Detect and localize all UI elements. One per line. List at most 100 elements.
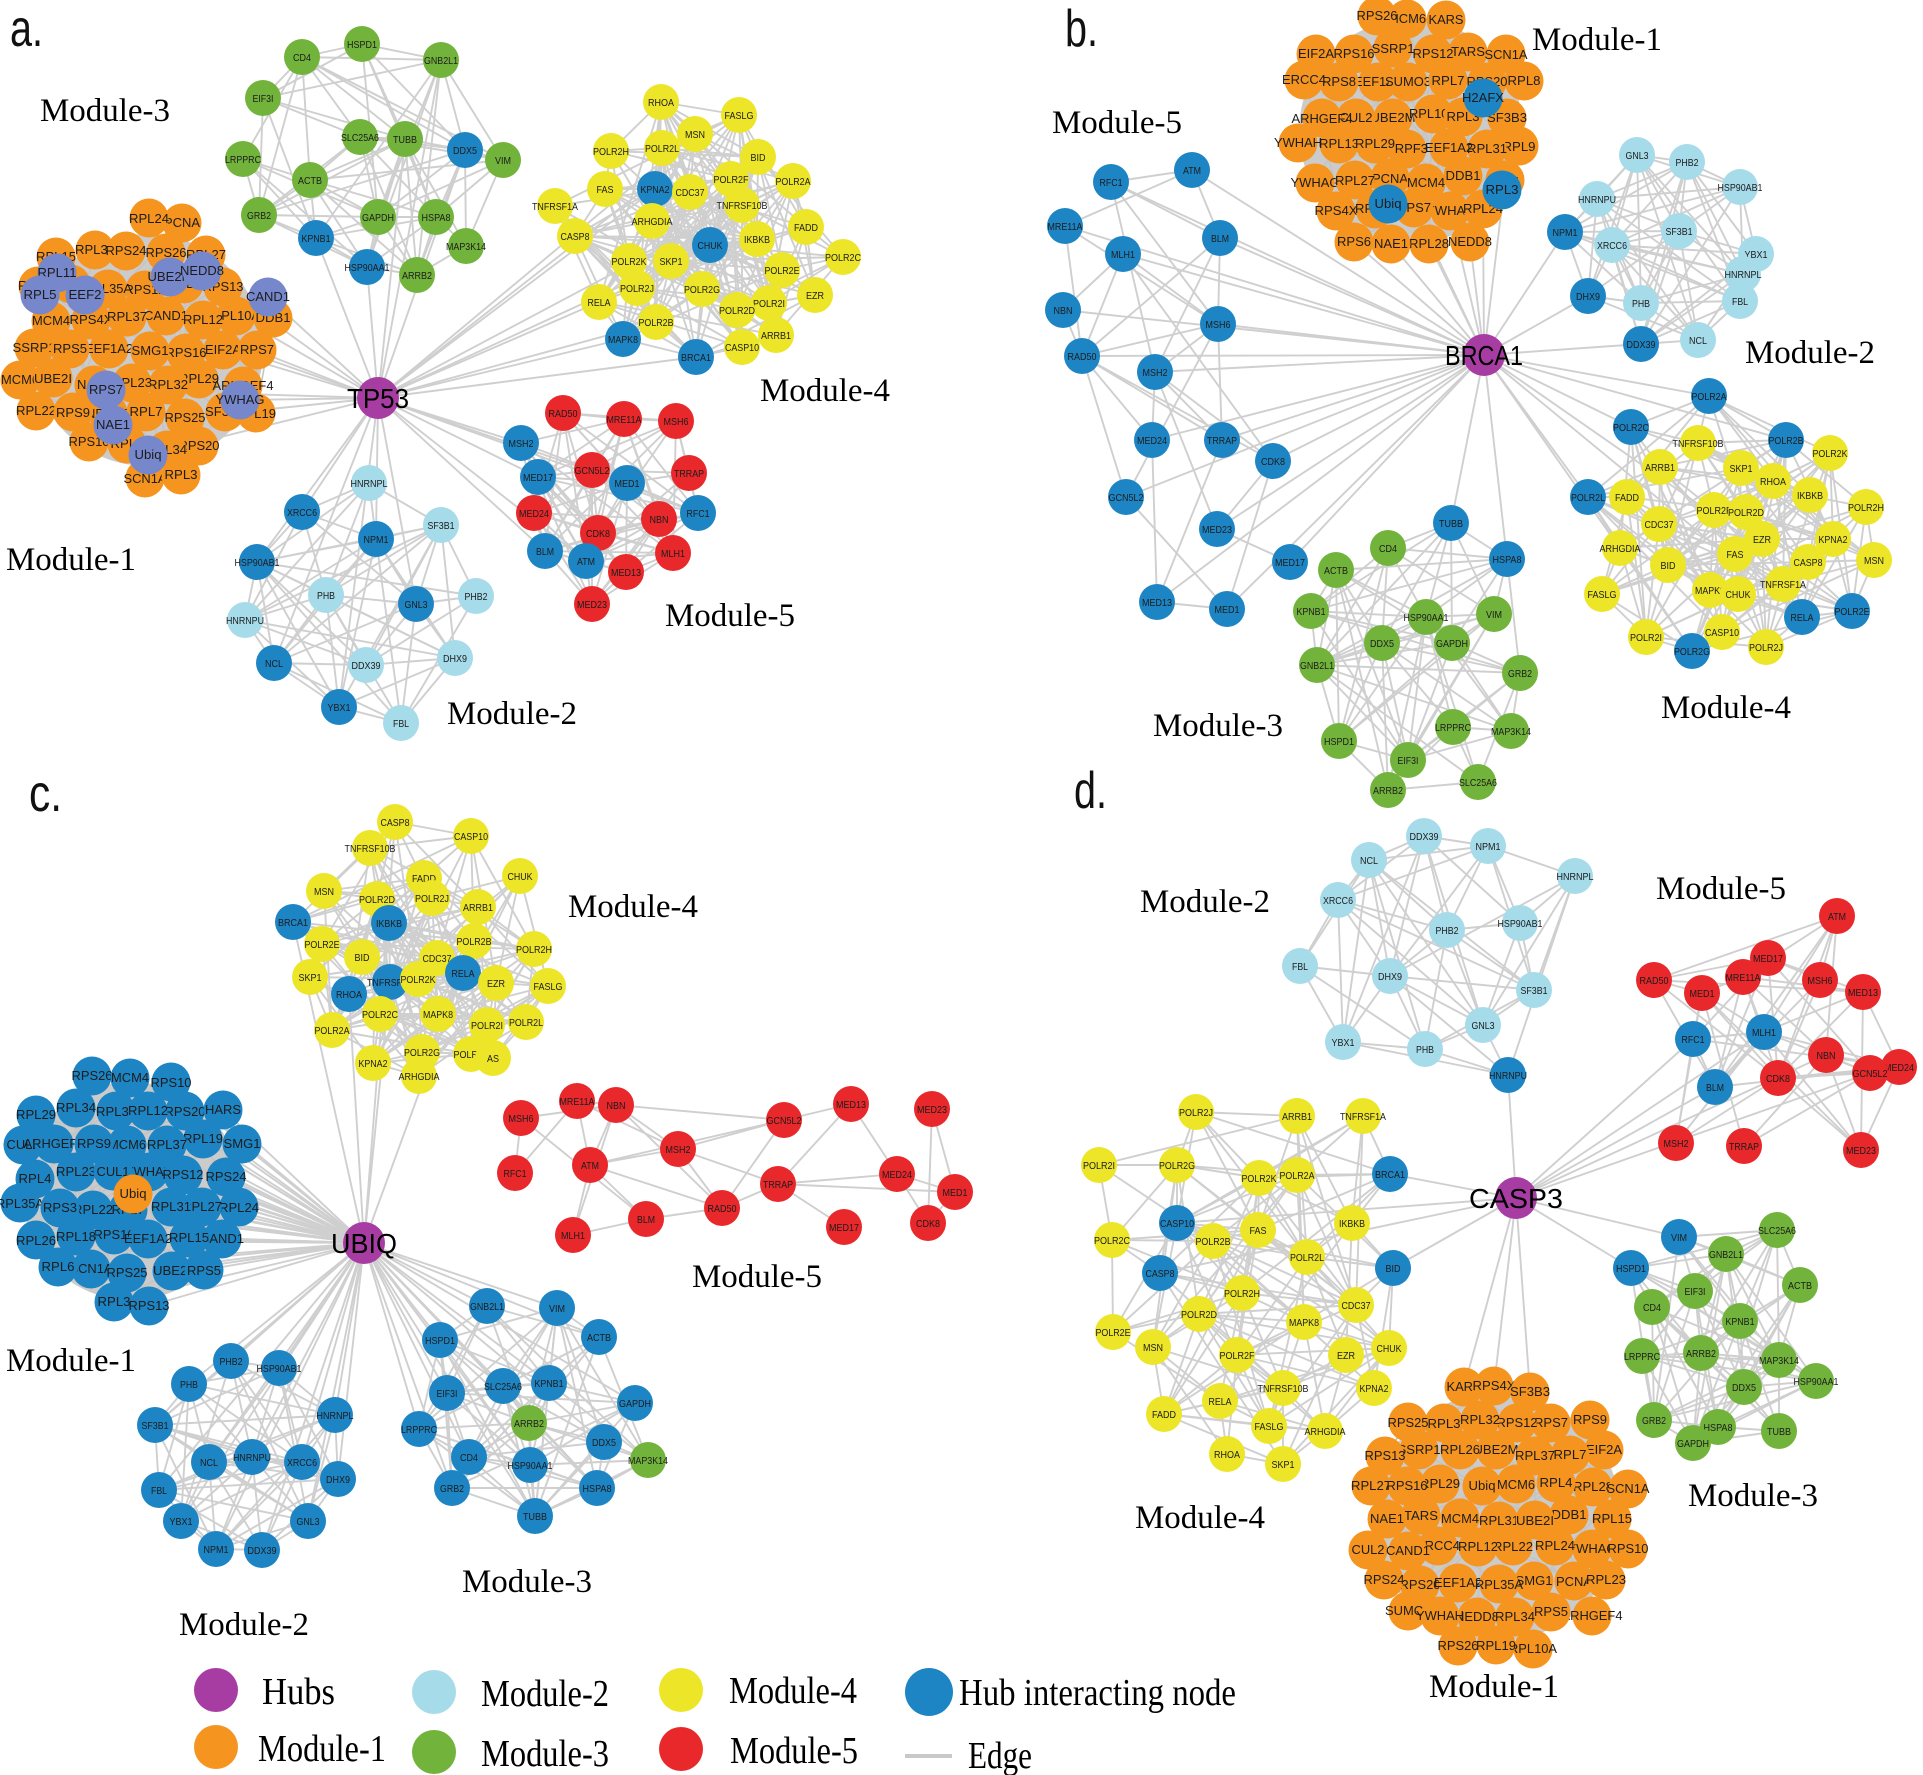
svg-text:HSP90AA1: HSP90AA1 (1794, 1376, 1839, 1388)
svg-text:d.: d. (1074, 762, 1107, 820)
svg-text:KPNA2: KPNA2 (1360, 1383, 1389, 1395)
svg-text:Hub interacting node: Hub interacting node (959, 1672, 1236, 1714)
svg-text:NPM1: NPM1 (1553, 227, 1578, 239)
svg-text:NBN: NBN (607, 1100, 626, 1112)
svg-text:RPS9: RPS9 (56, 405, 90, 420)
svg-text:POLR2B: POLR2B (457, 936, 492, 948)
svg-text:FASLG: FASLG (725, 110, 754, 122)
svg-text:SSRP1: SSRP1 (13, 340, 56, 355)
svg-text:RPS5: RPS5 (53, 341, 87, 356)
svg-text:RPL7: RPL7 (1554, 1447, 1587, 1462)
svg-text:ARRB2: ARRB2 (1686, 1348, 1716, 1360)
svg-text:RAD50: RAD50 (708, 1203, 737, 1215)
svg-text:GNB2L1: GNB2L1 (1709, 1249, 1743, 1261)
svg-text:Edge: Edge (968, 1735, 1032, 1775)
svg-text:RFC1: RFC1 (1682, 1034, 1705, 1046)
svg-text:GCN5L2: GCN5L2 (767, 1115, 802, 1127)
svg-text:GAPDH: GAPDH (1677, 1438, 1709, 1450)
svg-text:MSN: MSN (1143, 1342, 1163, 1354)
svg-text:SF3B1: SF3B1 (1666, 226, 1693, 238)
svg-text:MSH2: MSH2 (1143, 367, 1168, 379)
svg-text:RPL5: RPL5 (24, 287, 57, 302)
svg-text:RPS7: RPS7 (1534, 1415, 1568, 1430)
svg-text:RPS25: RPS25 (165, 410, 206, 425)
svg-text:CDK8: CDK8 (586, 528, 610, 540)
svg-text:KPNA2: KPNA2 (359, 1058, 388, 1070)
svg-text:RPL29: RPL29 (16, 1107, 56, 1122)
svg-text:TNFRSF1A: TNFRSF1A (1340, 1111, 1386, 1123)
svg-text:RPL24: RPL24 (219, 1200, 259, 1215)
svg-text:BLM: BLM (1706, 1082, 1724, 1094)
svg-text:ATM: ATM (1183, 165, 1201, 177)
svg-text:RPS20: RPS20 (165, 1104, 206, 1119)
svg-text:MED1: MED1 (1690, 988, 1715, 1000)
svg-text:GCN5L2: GCN5L2 (1853, 1068, 1888, 1080)
svg-text:MED13: MED13 (611, 567, 641, 579)
svg-text:a.: a. (10, 0, 43, 58)
svg-text:RHOA: RHOA (1760, 476, 1786, 488)
svg-text:ACTB: ACTB (1324, 565, 1348, 577)
svg-text:NCL: NCL (1360, 855, 1378, 867)
svg-text:Module-1: Module-1 (1532, 22, 1662, 58)
svg-text:HNRNPU: HNRNPU (1489, 1070, 1527, 1082)
svg-text:Module-2: Module-2 (179, 1607, 309, 1643)
svg-text:RPS24: RPS24 (206, 1169, 247, 1184)
svg-text:PHB: PHB (1632, 298, 1650, 310)
svg-text:NBN: NBN (1054, 305, 1073, 317)
svg-text:GRB2: GRB2 (1642, 1415, 1666, 1427)
svg-text:PHB2: PHB2 (220, 1356, 243, 1368)
svg-text:ATM: ATM (577, 556, 595, 568)
svg-text:MCM4: MCM4 (1441, 1511, 1479, 1526)
svg-text:CASP8: CASP8 (381, 817, 410, 829)
svg-text:Module-5: Module-5 (1656, 871, 1786, 907)
svg-text:EZR: EZR (1753, 534, 1771, 546)
svg-text:DDX39: DDX39 (248, 1545, 277, 1557)
svg-text:RELA: RELA (1209, 1396, 1232, 1408)
svg-text:HSPD1: HSPD1 (1616, 1263, 1646, 1275)
svg-text:RPL35A: RPL35A (0, 1196, 44, 1211)
svg-text:BID: BID (355, 952, 370, 964)
svg-text:SMG1: SMG1 (224, 1136, 261, 1151)
svg-text:ACTB: ACTB (1788, 1280, 1812, 1292)
svg-text:Module-4: Module-4 (1135, 1500, 1265, 1536)
svg-text:FAS: FAS (1250, 1225, 1267, 1237)
svg-text:RPS6: RPS6 (1337, 234, 1371, 249)
svg-text:HSP90AB1: HSP90AB1 (257, 1363, 302, 1375)
svg-text:Module-4: Module-4 (568, 889, 698, 925)
svg-text:FASLG: FASLG (1255, 1421, 1284, 1433)
svg-text:DHX9: DHX9 (443, 653, 467, 665)
svg-text:SF3B3: SF3B3 (1487, 110, 1527, 125)
svg-text:CASP8: CASP8 (1794, 557, 1823, 569)
svg-text:PHB2: PHB2 (465, 591, 488, 603)
svg-text:RPL29: RPL29 (1420, 1476, 1460, 1491)
svg-text:NAE1: NAE1 (96, 417, 130, 432)
svg-text:DDB1: DDB1 (1446, 168, 1481, 183)
svg-text:RPS16: RPS16 (1387, 1478, 1428, 1493)
svg-text:BRCA1: BRCA1 (1375, 1169, 1405, 1181)
svg-text:YWHAG: YWHAG (1291, 175, 1340, 190)
svg-text:NCL: NCL (1689, 335, 1707, 347)
svg-text:CASP3: CASP3 (1469, 1183, 1563, 1214)
svg-text:RPL24: RPL24 (129, 211, 169, 226)
svg-text:KARS: KARS (1447, 1379, 1482, 1394)
svg-text:ARHGEF4: ARHGEF4 (24, 1136, 85, 1151)
svg-text:Ubiq: Ubiq (135, 447, 162, 462)
svg-text:ARRB2: ARRB2 (1373, 785, 1403, 797)
svg-text:Module-5: Module-5 (692, 1259, 822, 1295)
svg-text:PHB: PHB (317, 590, 335, 602)
svg-text:MCM4: MCM4 (1407, 175, 1445, 190)
svg-text:TARS: TARS (1451, 44, 1485, 59)
svg-text:H2AFX: H2AFX (1462, 90, 1504, 105)
svg-text:RPL27: RPL27 (1351, 1478, 1391, 1493)
svg-text:YBX1: YBX1 (328, 702, 351, 714)
svg-text:NEDD8: NEDD8 (1448, 234, 1492, 249)
svg-text:PHB: PHB (1416, 1044, 1434, 1056)
svg-text:POLR2H: POLR2H (1848, 502, 1884, 514)
svg-text:TRRAP: TRRAP (763, 1179, 793, 1191)
svg-text:RPS9: RPS9 (77, 1136, 111, 1151)
svg-text:SMG1: SMG1 (132, 343, 169, 358)
svg-text:EEF1A2: EEF1A2 (1434, 1575, 1482, 1590)
svg-text:HSPD1: HSPD1 (425, 1335, 455, 1347)
svg-text:CD4: CD4 (1643, 1302, 1661, 1314)
svg-text:Module-1: Module-1 (258, 1728, 386, 1770)
